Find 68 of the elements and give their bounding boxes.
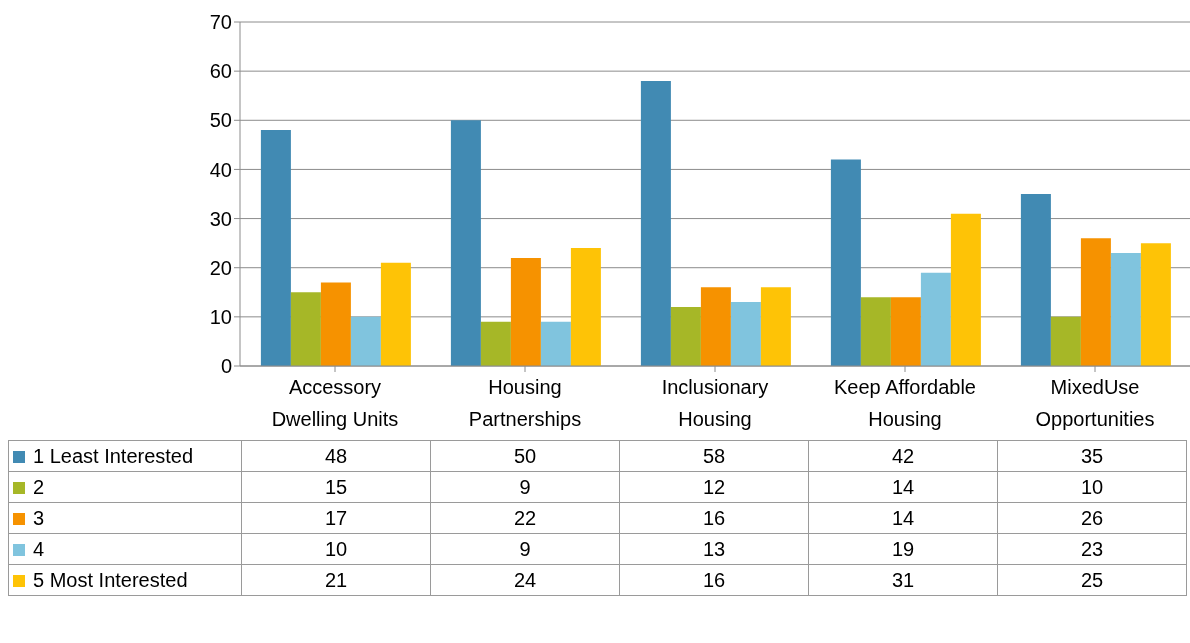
x-tick-label: Inclusionary Housing bbox=[661, 376, 769, 430]
data-label: 10 bbox=[241, 533, 431, 565]
data-label: 35 bbox=[997, 440, 1187, 472]
data-label: 14 bbox=[808, 471, 998, 503]
legend-label: 2 bbox=[8, 471, 242, 503]
y-tick-label: 60 bbox=[209, 60, 232, 83]
data-label: 16 bbox=[619, 564, 809, 596]
bar bbox=[540, 321, 571, 366]
bar bbox=[1080, 238, 1111, 366]
bar bbox=[380, 262, 411, 366]
data-label: 10 bbox=[997, 471, 1187, 503]
data-label: 31 bbox=[808, 564, 998, 596]
data-label: 58 bbox=[619, 440, 809, 472]
y-tick-label: 10 bbox=[209, 305, 232, 328]
y-tick-label: 30 bbox=[209, 207, 232, 230]
bar bbox=[570, 248, 601, 366]
data-label: 15 bbox=[241, 471, 431, 503]
data-label: 50 bbox=[430, 440, 620, 472]
legend-label: 1 Least Interested bbox=[8, 440, 242, 472]
data-label: 12 bbox=[619, 471, 809, 503]
bar bbox=[950, 213, 981, 366]
x-tick-label: MixedUse Opportunities bbox=[1035, 376, 1155, 430]
bar bbox=[1050, 316, 1081, 366]
bar bbox=[640, 80, 671, 366]
data-label: 26 bbox=[997, 502, 1187, 534]
data-label: 19 bbox=[808, 533, 998, 565]
data-label: 24 bbox=[430, 564, 620, 596]
bar bbox=[480, 321, 511, 366]
bar bbox=[700, 287, 731, 366]
y-tick-label: 40 bbox=[209, 158, 232, 181]
x-tick-label: Housing Partnerships bbox=[468, 376, 582, 430]
data-label: 17 bbox=[241, 502, 431, 534]
bar bbox=[510, 257, 541, 366]
bar bbox=[1020, 194, 1051, 366]
data-label: 25 bbox=[997, 564, 1187, 596]
data-label: 21 bbox=[241, 564, 431, 596]
bar bbox=[290, 292, 321, 366]
data-label: 9 bbox=[430, 533, 620, 565]
data-label: 22 bbox=[430, 502, 620, 534]
y-tick-label: 0 bbox=[220, 355, 232, 378]
bar bbox=[730, 302, 761, 366]
data-label: 23 bbox=[997, 533, 1187, 565]
data-label: 16 bbox=[619, 502, 809, 534]
data-label: 9 bbox=[430, 471, 620, 503]
y-tick-label: 20 bbox=[209, 256, 232, 279]
legend-label: 3 bbox=[8, 502, 242, 534]
bar bbox=[760, 287, 791, 366]
bar bbox=[670, 307, 701, 366]
data-label: 14 bbox=[808, 502, 998, 534]
y-tick-label: 50 bbox=[209, 109, 232, 132]
bar bbox=[320, 282, 351, 366]
y-tick-label: 70 bbox=[209, 11, 232, 34]
bar bbox=[860, 297, 891, 366]
x-tick-label: Accessory Dwelling Units bbox=[271, 376, 399, 430]
x-tick-label: Keep Affordable Housing bbox=[834, 376, 976, 430]
data-label: 42 bbox=[808, 440, 998, 472]
bar bbox=[260, 130, 291, 366]
bar bbox=[450, 120, 481, 366]
data-label: 13 bbox=[619, 533, 809, 565]
bar bbox=[920, 272, 951, 366]
bar bbox=[830, 159, 861, 366]
data-label: 48 bbox=[241, 440, 431, 472]
bar bbox=[890, 297, 921, 366]
bar bbox=[350, 316, 381, 366]
legend-label: 5 Most Interested bbox=[8, 564, 242, 596]
bar bbox=[1110, 252, 1141, 366]
legend-label: 4 bbox=[8, 533, 242, 565]
bar bbox=[1140, 243, 1171, 366]
